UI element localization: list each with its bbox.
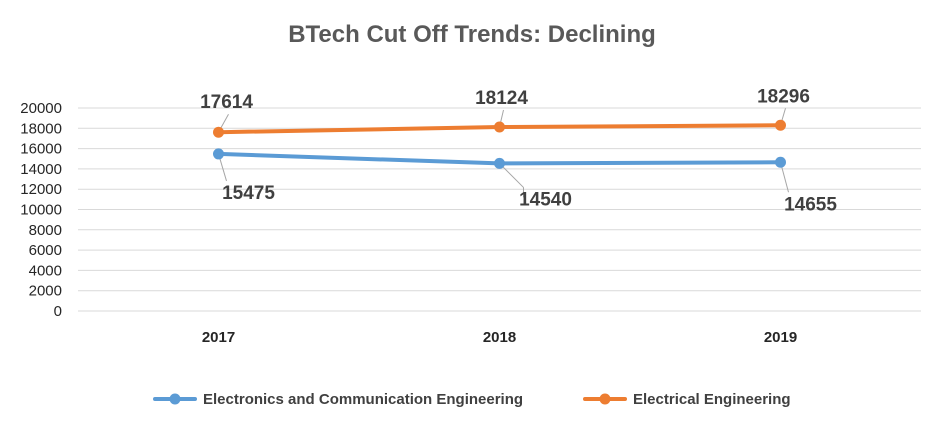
chart-title: BTech Cut Off Trends: Declining xyxy=(288,21,656,48)
data-label: 18124 xyxy=(475,88,528,109)
x-tick-label: 2018 xyxy=(483,329,516,346)
legend-entry: Electronics and Communication Engineerin… xyxy=(203,391,523,408)
y-tick-label: 20000 xyxy=(20,100,62,117)
x-tick-label: 2019 xyxy=(764,329,797,346)
y-tick-label: 6000 xyxy=(29,242,62,259)
y-tick-label: 18000 xyxy=(20,120,62,137)
data-point xyxy=(213,126,224,138)
y-tick-label: 0 xyxy=(54,303,62,320)
y-tick-label: 10000 xyxy=(20,202,62,219)
data-label: 14655 xyxy=(784,194,837,215)
data-label-leaders xyxy=(218,108,789,198)
x-tick-label: 2017 xyxy=(202,329,235,346)
x-axis-ticks: 2017 2018 2019 xyxy=(202,329,797,346)
data-label-leader xyxy=(499,163,524,188)
legend-swatch-marker xyxy=(599,393,611,405)
y-tick-label: 2000 xyxy=(29,283,62,300)
legend: Electronics and Communication Engineerin… xyxy=(153,391,791,408)
legend-entry: Electrical Engineering xyxy=(633,391,791,408)
data-point xyxy=(775,119,786,131)
series xyxy=(213,119,786,169)
data-point xyxy=(494,157,505,169)
legend-swatch-marker xyxy=(169,393,181,405)
data-point xyxy=(494,121,505,133)
y-tick-label: 14000 xyxy=(20,161,62,178)
y-tick-label: 8000 xyxy=(29,222,62,239)
data-label: 17614 xyxy=(200,92,253,113)
data-label: 18296 xyxy=(757,86,810,107)
y-tick-label: 4000 xyxy=(29,262,62,279)
data-label: 15475 xyxy=(222,183,275,204)
data-label: 14540 xyxy=(519,189,572,210)
y-tick-label: 12000 xyxy=(20,181,62,198)
data-point xyxy=(775,156,786,168)
y-tick-label: 16000 xyxy=(20,141,62,158)
y-axis-ticks: 0 2000 4000 6000 8000 10000 12000 14000 16000 180… xyxy=(20,100,62,320)
data-point xyxy=(213,148,224,160)
data-labels: 15475 14540 14655 17614 18124 18296 xyxy=(200,86,837,215)
